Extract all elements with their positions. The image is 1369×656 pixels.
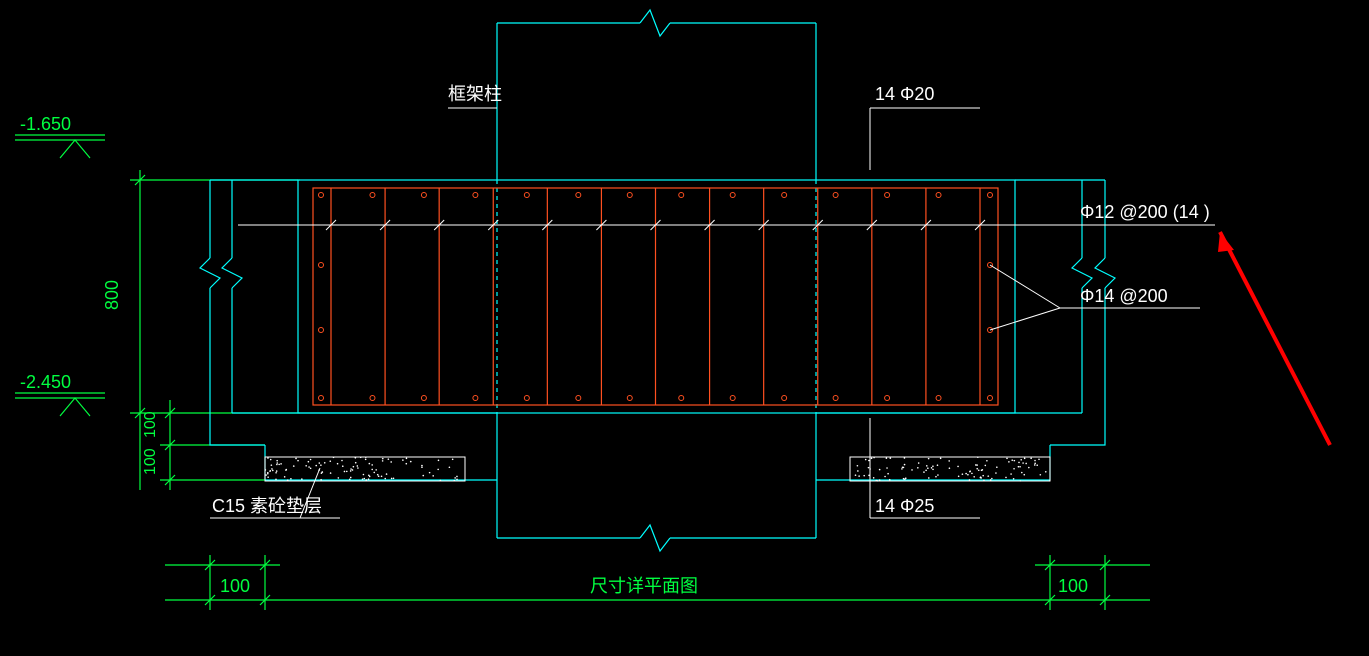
dim-bl-100: 100	[220, 576, 250, 596]
rebar-top-label: 14 Φ20	[870, 84, 980, 170]
annotation-arrow	[1218, 232, 1330, 445]
elev-top-text: -1.650	[20, 114, 71, 134]
bottom-rebar-text: 14 Φ25	[875, 496, 934, 516]
elevation-bottom: -2.450	[15, 372, 105, 416]
elev-bottom-text: -2.450	[20, 372, 71, 392]
elevation-top: -1.650	[15, 114, 105, 158]
dim-100b: 100	[142, 448, 159, 475]
dim-br-100: 100	[1058, 576, 1088, 596]
bedding-layers	[265, 456, 1051, 481]
beam-outline	[298, 180, 1015, 413]
rebar-cage	[313, 188, 1200, 405]
frame-column-label: 框架柱	[448, 84, 502, 104]
dim-800: 800	[102, 280, 122, 310]
cad-drawing: -1.650 -2.450 800 100 100	[0, 0, 1369, 656]
bedding-text: C15 素砼垫层	[212, 496, 322, 516]
top-rebar-text: 14 Φ20	[875, 84, 934, 104]
frame-column: 框架柱	[448, 10, 816, 538]
bedding-label: C15 素砼垫层	[210, 468, 340, 518]
dim-vertical-chain: 800 100 100	[102, 170, 300, 490]
dim-main-text: 尺寸详平面图	[590, 576, 698, 596]
stirrup-text: Φ12 @200 (14 )	[1080, 202, 1210, 222]
side-rebar-text: Φ14 @200	[1080, 286, 1168, 306]
dim-bottom: 100 100 尺寸详平面图	[165, 555, 1150, 610]
dim-100a: 100	[142, 411, 159, 438]
